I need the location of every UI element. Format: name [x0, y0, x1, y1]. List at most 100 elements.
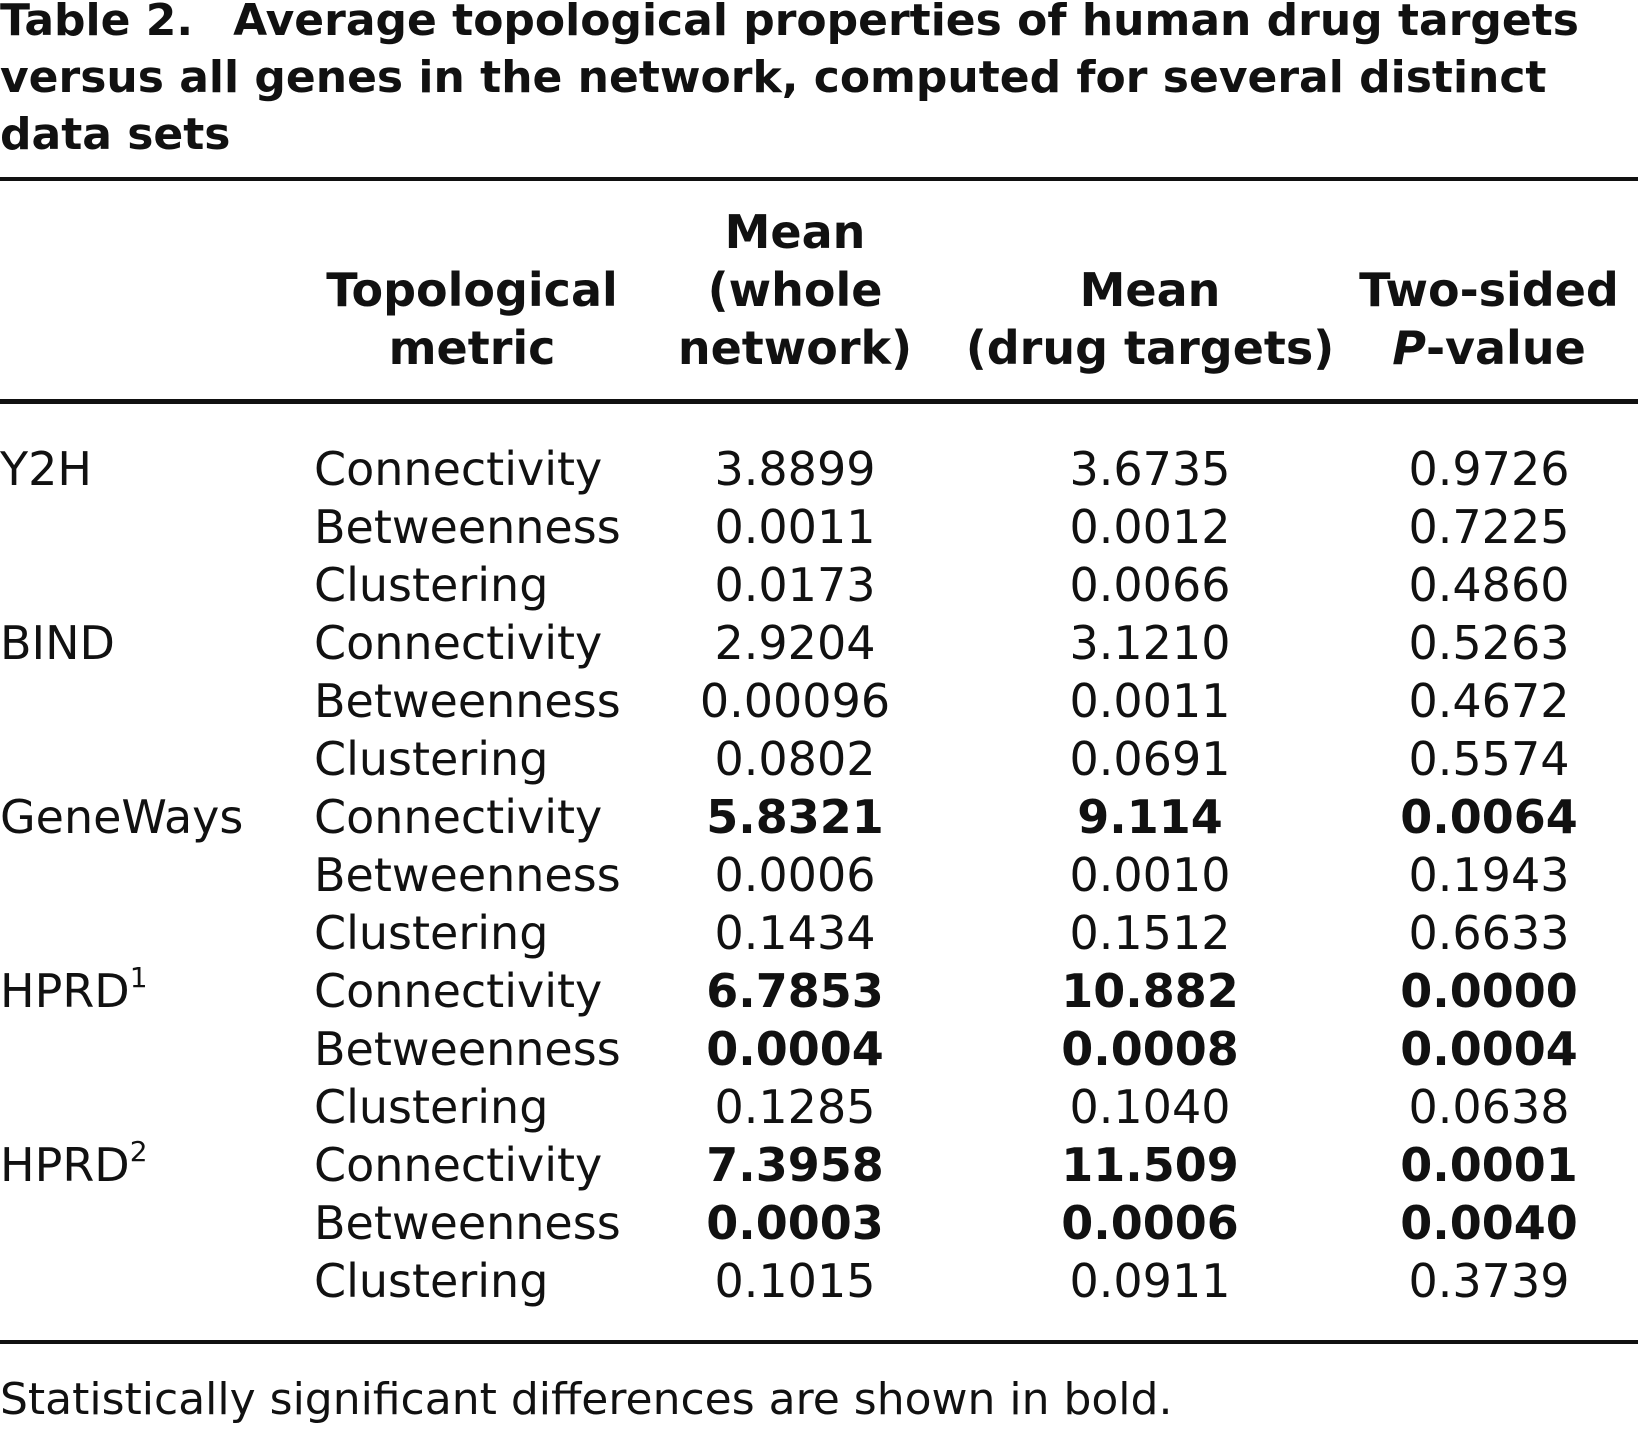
metric-cell: Connectivity	[314, 790, 603, 844]
header-text: Mean	[1079, 263, 1221, 317]
value-cell: 0.00096	[699, 674, 891, 728]
metric-cell: Betweenness	[314, 848, 621, 902]
table-label: Table 2.	[0, 0, 194, 46]
value-cell: 0.6633	[1408, 906, 1570, 960]
value-cell: 0.4860	[1408, 558, 1570, 612]
value-cell: 0.4672	[1408, 674, 1570, 728]
group-superscript: 1	[129, 961, 148, 994]
footnote: Statistically significant differences ar…	[0, 1374, 1173, 1425]
value-cell: 0.0006	[714, 848, 876, 902]
table-row: GeneWays Connectivity 5.8321 9.114 0.0064	[0, 788, 1638, 846]
table-title: Table 2. Average topological properties o…	[0, 0, 1610, 163]
table-row: Betweenness 0.0003 0.0006 0.0040	[0, 1194, 1638, 1252]
metric-cell: Clustering	[314, 732, 549, 786]
value-cell: 0.1285	[714, 1080, 876, 1134]
value-cell: 0.0010	[1069, 848, 1231, 902]
header-text: -value	[1425, 321, 1586, 375]
metric-cell: Connectivity	[314, 442, 603, 496]
value-cell: 9.114	[1077, 790, 1223, 844]
header-cell: Mean (drug targets)	[960, 181, 1340, 404]
metric-cell: Clustering	[314, 558, 549, 612]
value-cell: 3.8899	[714, 442, 876, 496]
value-cell: 2.9204	[714, 616, 876, 670]
value-cell: 7.3958	[706, 1138, 884, 1192]
value-cell: 0.0691	[1069, 732, 1231, 786]
value-cell: 0.0011	[714, 500, 876, 554]
data-table: Topological metric Mean (whole network) Mean(…	[0, 181, 1638, 1344]
value-cell: 0.0064	[1400, 790, 1578, 844]
group-cell: GeneWays	[0, 788, 314, 846]
value-cell: 0.0004	[706, 1022, 884, 1076]
value-cell: 0.0003	[706, 1196, 884, 1250]
value-cell: 0.0802	[714, 732, 876, 786]
group-name: HPRD	[0, 1138, 130, 1192]
value-cell: 10.882	[1061, 964, 1239, 1018]
table-row: Clustering 0.1434 0.1512 0.6633	[0, 904, 1638, 962]
group-cell	[0, 672, 314, 730]
group-cell	[0, 1252, 314, 1344]
group-cell	[0, 1078, 314, 1136]
value-cell: 0.3739	[1340, 1252, 1638, 1344]
header-cell: Mean (whole network)	[630, 181, 960, 404]
value-cell: 0.0006	[1061, 1196, 1239, 1250]
group-name: HPRD	[0, 964, 130, 1018]
value-cell: 0.9726	[1408, 442, 1570, 496]
group-superscript: 2	[129, 1135, 148, 1168]
value-cell: 3.1210	[1069, 616, 1231, 670]
header-text: (whole	[707, 263, 883, 317]
metric-cell: Connectivity	[314, 616, 603, 670]
value-cell: 11.509	[1061, 1138, 1239, 1192]
metric-cell: Clustering	[314, 1252, 630, 1344]
table-row: HPRD2 Connectivity 7.3958 11.509 0.0001	[0, 1136, 1638, 1194]
value-cell: 0.0638	[1408, 1080, 1570, 1134]
header-text: Topological	[326, 263, 618, 317]
metric-cell: Betweenness	[314, 500, 621, 554]
metric-cell: Connectivity	[314, 1138, 603, 1192]
group-name: GeneWays	[0, 790, 244, 844]
table-row: Betweenness 0.0004 0.0008 0.0004	[0, 1020, 1638, 1078]
header-italic: P	[1392, 321, 1426, 375]
group-cell: HPRD2	[0, 1136, 314, 1194]
group-cell	[0, 846, 314, 904]
metric-cell: Betweenness	[314, 1196, 621, 1250]
header-text: network)	[677, 321, 913, 375]
value-cell: 0.0001	[1400, 1138, 1578, 1192]
metric-cell: Betweenness	[314, 1022, 621, 1076]
group-name: Y2H	[0, 442, 92, 496]
group-cell: Y2H	[0, 402, 314, 499]
metric-cell: Connectivity	[314, 964, 603, 1018]
group-cell	[0, 730, 314, 788]
table-row: Clustering 0.0173 0.0066 0.4860	[0, 556, 1638, 614]
header-text: Two-sided	[1359, 263, 1619, 317]
table-row: Y2H Connectivity 3.8899 3.6735 0.9726	[0, 402, 1638, 499]
header-text: (drug targets)	[965, 321, 1335, 375]
table-row: Betweenness 0.0011 0.0012 0.7225	[0, 498, 1638, 556]
metric-cell: Clustering	[314, 906, 549, 960]
value-cell: 0.0011	[1069, 674, 1231, 728]
table-row: BIND Connectivity 2.9204 3.1210 0.5263	[0, 614, 1638, 672]
value-cell: 0.5574	[1408, 732, 1570, 786]
header-row: Topological metric Mean (whole network) Mean(…	[0, 181, 1638, 404]
value-cell: 0.1015	[630, 1252, 960, 1344]
value-cell: 0.1434	[714, 906, 876, 960]
group-cell	[0, 556, 314, 614]
group-cell: HPRD1	[0, 962, 314, 1020]
table-row: Clustering 0.0802 0.0691 0.5574	[0, 730, 1638, 788]
value-cell: 0.0173	[714, 558, 876, 612]
value-cell: 5.8321	[706, 790, 884, 844]
value-cell: 0.0911	[960, 1252, 1340, 1344]
table-row: Clustering 0.1285 0.1040 0.0638	[0, 1078, 1638, 1136]
value-cell: 0.1040	[1069, 1080, 1231, 1134]
value-cell: 0.5263	[1408, 616, 1570, 670]
group-cell	[0, 1194, 314, 1252]
header-text: metric	[388, 321, 556, 375]
metric-cell: Clustering	[314, 1080, 549, 1134]
value-cell: 0.0008	[1061, 1022, 1239, 1076]
value-cell: 0.1943	[1408, 848, 1570, 902]
metric-cell: Betweenness	[314, 674, 621, 728]
value-cell: 0.0040	[1400, 1196, 1578, 1250]
value-cell: 6.7853	[706, 964, 884, 1018]
group-cell: BIND	[0, 614, 314, 672]
header-cell: Two-sided P-value	[1340, 181, 1638, 404]
